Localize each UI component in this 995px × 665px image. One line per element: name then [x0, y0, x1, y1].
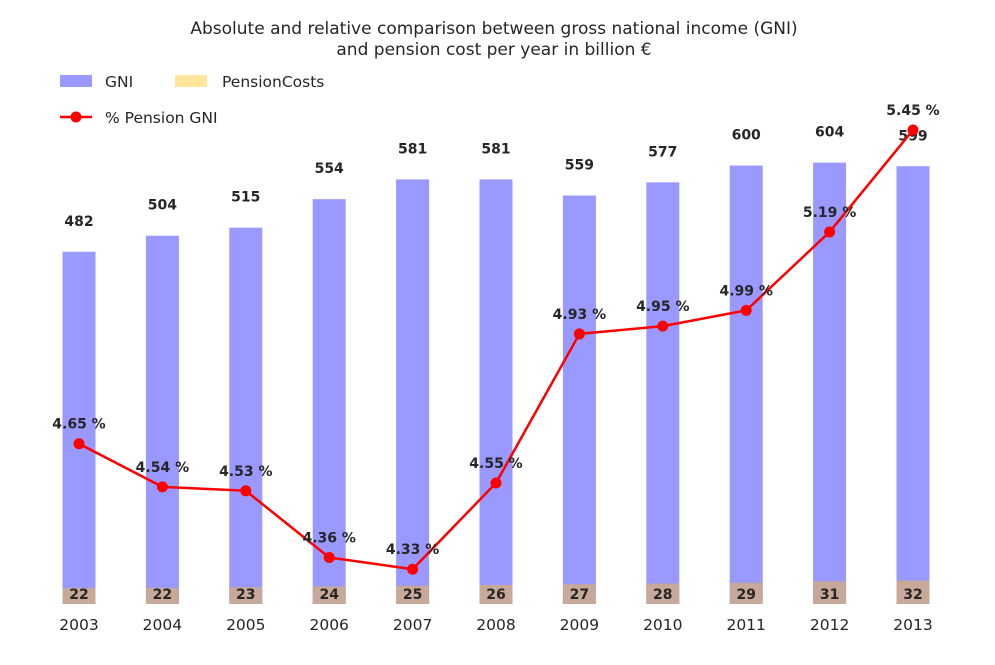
pension-bar-2009 [562, 584, 596, 604]
gni-label-2010: 577 [648, 144, 677, 160]
pct-point-2008 [490, 477, 502, 489]
pct-point-2006 [323, 551, 335, 563]
pension-bar-2012 [813, 581, 847, 604]
pension-label-2006: 24 [319, 587, 339, 603]
x-tick-2003: 2003 [59, 616, 98, 634]
pension-bar-2004 [145, 587, 179, 604]
legend-swatch-marker [70, 111, 82, 123]
pct-label-2004: 4.54 % [136, 460, 189, 476]
pct-point-2007 [407, 563, 419, 575]
x-tick-2008: 2008 [476, 616, 515, 634]
x-tick-2006: 2006 [309, 616, 348, 634]
pension-label-2003: 22 [69, 587, 88, 603]
x-tick-2012: 2012 [810, 616, 849, 634]
pct-label-2007: 4.33 % [386, 542, 439, 558]
pension-bar-2006 [312, 586, 346, 604]
pct-point-2004 [156, 481, 168, 493]
pension-bar-2007 [396, 585, 430, 604]
x-tick-2005: 2005 [226, 616, 265, 634]
pct-label-2012: 5.19 % [803, 205, 856, 221]
gni-label-2003: 482 [64, 214, 93, 230]
pct-label-2009: 4.93 % [553, 307, 606, 323]
gni-bar-2004 [145, 235, 179, 604]
legend-swatch-gni [60, 75, 92, 87]
gni-label-2005: 515 [231, 190, 260, 206]
gni-label-2009: 559 [565, 158, 594, 174]
gni-bar-2011 [729, 165, 763, 605]
gni-label-2004: 504 [148, 198, 177, 214]
pct-label-2008: 4.55 % [469, 456, 522, 472]
pension-bar-2008 [479, 585, 513, 604]
pct-label-2010: 4.95 % [636, 299, 689, 315]
x-tick-2010: 2010 [643, 616, 682, 634]
pension-bar-2005 [229, 587, 263, 604]
x-tick-2009: 2009 [560, 616, 599, 634]
pension-label-2009: 27 [570, 587, 589, 603]
x-tick-2013: 2013 [893, 616, 932, 634]
gni-bar-2010 [646, 182, 680, 604]
pct-point-2010 [657, 320, 669, 332]
pct-label-2013: 5.45 % [886, 103, 939, 119]
pension-value-labels: 22 22 23 24 25 26 27 28 29 31 32 [69, 587, 922, 603]
pension-bar-2011 [729, 582, 763, 604]
gni-bar-2005 [229, 227, 263, 604]
pension-label-2010: 28 [653, 587, 672, 603]
gni-bar-2013 [896, 166, 930, 604]
pension-gni-labels: 4.65 % 4.54 % 4.53 % 4.36 % 4.33 % 4.55 % 4.93… [52, 103, 939, 558]
pension-bar-2013 [896, 580, 930, 604]
pension-gni-line [73, 124, 919, 575]
pension-label-2012: 31 [820, 587, 839, 603]
pension-label-2004: 22 [153, 587, 172, 603]
legend-swatch-pension [175, 75, 207, 87]
chart-title-line1: Absolute and relative comparison between… [190, 19, 797, 39]
pension-label-2007: 25 [403, 587, 422, 603]
pension-label-2011: 29 [736, 587, 755, 603]
gni-bars [62, 162, 930, 605]
gni-bar-2007 [396, 179, 430, 604]
pct-label-2011: 4.99 % [719, 283, 772, 299]
gni-label-2007: 581 [398, 141, 427, 157]
x-axis-ticks: 2003 2004 2005 2006 2007 2008 2009 2010 2011 2012… [59, 616, 932, 634]
pct-label-2003: 4.65 % [52, 417, 105, 433]
legend-label-gni: GNI [105, 73, 133, 91]
pct-label-2005: 4.53 % [219, 464, 272, 480]
pct-point-2013 [907, 124, 919, 136]
pct-point-2011 [740, 304, 752, 316]
x-tick-2011: 2011 [726, 616, 765, 634]
pension-bars [62, 580, 930, 604]
gni-label-2008: 581 [481, 141, 510, 157]
legend: GNI PensionCosts % Pension GNI [60, 73, 324, 127]
gni-bar-2009 [562, 195, 596, 604]
pct-label-2006: 4.36 % [302, 530, 355, 546]
pct-point-2005 [240, 485, 252, 497]
pension-label-2013: 32 [903, 587, 922, 603]
pension-bar-2003 [62, 587, 96, 604]
legend-label-pension: PensionCosts [222, 73, 324, 91]
gni-label-2006: 554 [315, 161, 344, 177]
pension-bar-2010 [646, 583, 680, 604]
pct-point-2012 [824, 226, 836, 238]
legend-label-pct: % Pension GNI [105, 109, 218, 127]
gni-bar-2003 [62, 251, 96, 604]
x-tick-2007: 2007 [393, 616, 432, 634]
gni-bar-2006 [312, 199, 346, 604]
chart-title-line2: and pension cost per year in billion € [336, 40, 651, 60]
pct-point-2003 [73, 438, 85, 450]
gni-bar-2008 [479, 179, 513, 604]
pension-label-2008: 26 [486, 587, 505, 603]
gni-label-2011: 600 [732, 128, 761, 144]
pension-label-2005: 23 [236, 587, 255, 603]
pct-point-2009 [573, 328, 585, 340]
x-tick-2004: 2004 [143, 616, 182, 634]
gni-label-2012: 604 [815, 125, 844, 141]
